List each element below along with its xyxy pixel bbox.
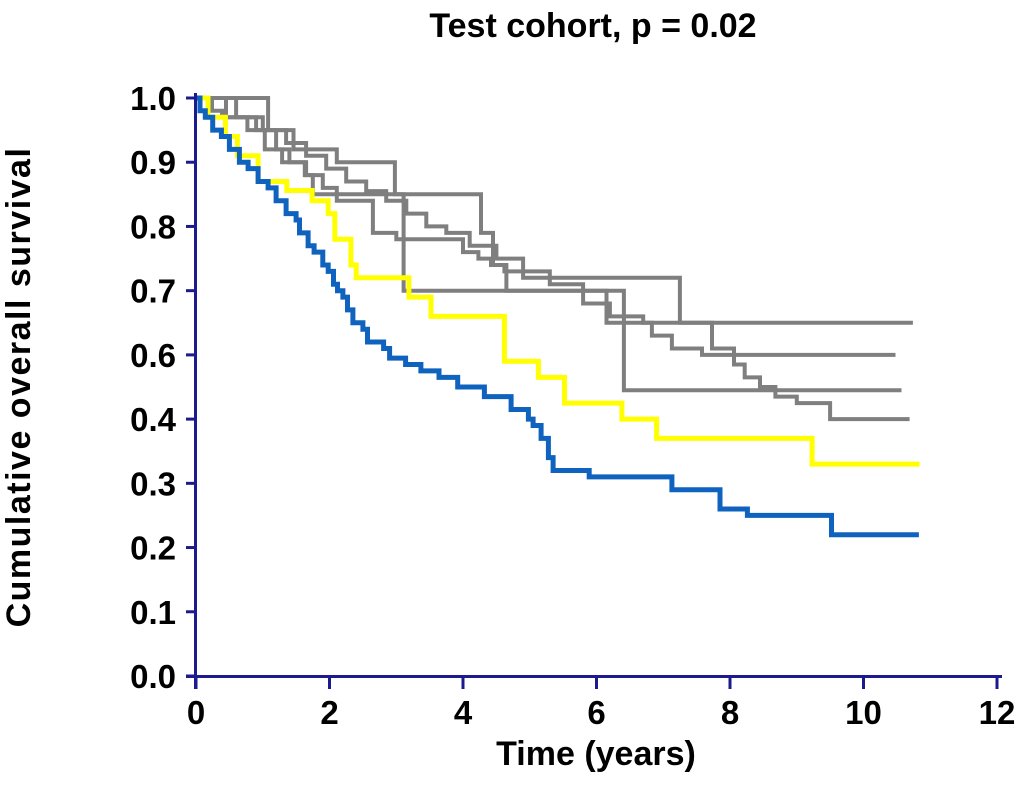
- gray-curve-4: [196, 96, 910, 422]
- y-tick-label: 0.4: [130, 401, 177, 438]
- y-tick-label: 0.2: [130, 530, 176, 567]
- y-tick-label: 0.9: [130, 144, 176, 181]
- x-axis-title: Time (years): [496, 735, 696, 773]
- blue-curve: [196, 95, 919, 538]
- y-tick-label: 1.0: [130, 80, 176, 117]
- survival-curves: [196, 95, 920, 538]
- y-tick-label: 0.8: [130, 208, 176, 245]
- x-tick-label: 8: [721, 694, 739, 731]
- x-tick-label: 0: [187, 694, 205, 731]
- x-tick-label: 6: [587, 694, 605, 731]
- gray-curve-1: [196, 96, 913, 325]
- y-tick-label: 0.1: [130, 594, 176, 631]
- y-tick-label: 0.3: [130, 465, 176, 502]
- y-axis-title: Cumulative overall survival: [0, 147, 38, 628]
- tick-labels: 1.0 0.9 0.8 0.7 0.6 0.4 0.3 0.2 0.1 0.0 0 2 4 6 8 10 12: [130, 80, 1015, 731]
- axes: [186, 93, 1002, 689]
- x-tick-label: 2: [320, 694, 338, 731]
- chart-title: Test cohort, p = 0.02: [429, 7, 756, 45]
- y-tick-label: 0.7: [130, 273, 176, 310]
- x-tick-label: 10: [845, 694, 882, 731]
- x-tick-label: 4: [454, 694, 473, 731]
- y-tick-label: 0.6: [130, 337, 176, 374]
- x-tick-label: 12: [979, 694, 1016, 731]
- y-tick-label: 0.0: [130, 658, 176, 695]
